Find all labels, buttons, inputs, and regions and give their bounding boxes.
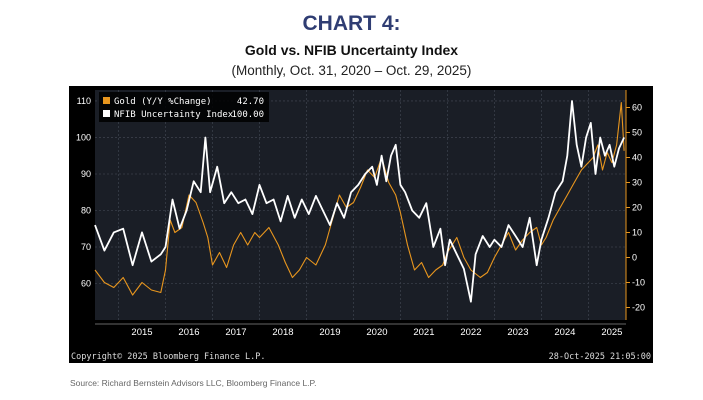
x-tick-label: 2021 <box>413 327 434 338</box>
legend-label-gold: Gold (Y/Y %Change) <box>114 97 212 107</box>
x-tick-label: 2019 <box>319 327 340 338</box>
x-tick-label: 2022 <box>460 327 481 338</box>
series-line-gold <box>94 101 625 296</box>
series-lines <box>94 100 625 303</box>
chart-subtitle: (Monthly, Oct. 31, 2020 – Oct. 29, 2025) <box>231 63 472 78</box>
x-tick-label: 2015 <box>131 327 152 338</box>
copyright-text: Copyright© 2025 Bloomberg Finance L.P. <box>71 352 265 362</box>
x-tick-label: 2025 <box>601 327 622 338</box>
chart-number: CHART 4: <box>302 12 401 35</box>
x-tick-label: 2020 <box>366 327 387 338</box>
x-tick-label: 2023 <box>507 327 528 338</box>
timestamp-text: 28-Oct-2025 21:05:00 <box>549 352 651 362</box>
left-tick-label: 100 <box>76 132 91 142</box>
x-axis: 2015 2016 2017 2018 2019 2020 2021 2022 2023 2024… <box>95 323 626 338</box>
legend-swatch-nfib <box>103 110 110 117</box>
x-tick-label: 2017 <box>225 327 246 338</box>
left-tick-label: 70 <box>81 242 91 252</box>
legend-label-nfib: NFIB Uncertainty Index <box>114 110 234 120</box>
left-tick-label: 60 <box>81 278 91 288</box>
right-tick-label: 50 <box>632 128 642 138</box>
chart-panel: 60 70 80 90 100 110 -20 -10 0 10 20 30 40 50 60 2015 2… <box>69 86 653 363</box>
x-tick-label: 2024 <box>554 327 575 338</box>
right-tick-label: 40 <box>632 153 642 163</box>
right-tick-label: 0 <box>632 253 637 263</box>
right-tick-label: 60 <box>632 103 642 113</box>
chart-title: Gold vs. NFIB Uncertainty Index <box>244 42 459 58</box>
legend-value-gold: 42.70 <box>237 97 264 107</box>
right-tick-label: -10 <box>632 278 645 288</box>
left-tick-label: 110 <box>77 96 91 106</box>
plot-area <box>95 90 626 320</box>
series-line-nfib <box>94 100 625 303</box>
right-tick-label: 20 <box>632 203 642 213</box>
right-axis: -20 -10 0 10 20 30 40 50 60 <box>625 90 645 320</box>
right-tick-label: 30 <box>632 178 642 188</box>
legend-swatch-gold <box>103 97 110 104</box>
x-tick-label: 2018 <box>272 327 293 338</box>
left-tick-label: 80 <box>81 205 91 215</box>
left-tick-label: 90 <box>81 169 91 179</box>
right-tick-label: -20 <box>632 303 645 313</box>
x-tick-label: 2016 <box>178 327 199 338</box>
legend: Gold (Y/Y %Change) 42.70 NFIB Uncertaint… <box>99 92 269 122</box>
legend-value-nfib: 100.00 <box>231 110 264 120</box>
right-tick-label: 10 <box>632 228 642 238</box>
left-axis: 60 70 80 90 100 110 <box>76 96 91 289</box>
source-note: Source: Richard Bernstein Advisors LLC, … <box>70 378 317 388</box>
legend-box <box>99 92 269 122</box>
